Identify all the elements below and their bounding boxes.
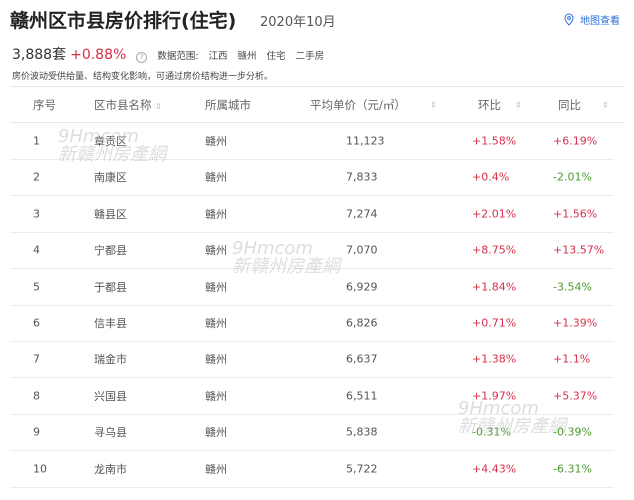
avg-price: 5,838 [346,425,378,439]
yoy-change: -0.39% [553,425,592,439]
city: 赣州 [205,353,227,367]
city: 赣州 [205,280,227,294]
avg-price: 6,826 [346,316,378,330]
city: 赣州 [205,462,227,476]
rank: 6 [33,316,40,330]
district-name[interactable]: 赣县区 [94,207,127,221]
mom-change: +2.01% [472,207,517,221]
rank: 5 [33,280,40,294]
city: 赣州 [205,426,227,440]
mom-change: +1.97% [472,389,517,403]
mom-change: +0.71% [472,316,517,330]
scope-city: 赣州 [237,51,257,62]
table-row[interactable]: 7 瑞金市 赣州 6,637 +1.38% +1.1% [10,341,614,379]
table-row[interactable]: 2 南康区 赣州 7,833 +0.4% -2.01% [10,159,614,197]
table-row[interactable]: 5 于都县 赣州 6,929 +1.84% -3.54% [10,269,614,306]
rank: 7 [33,352,40,366]
col-district-label: 区市县名称 [94,98,152,112]
table-row[interactable]: 8 兴国县 赣州 6,511 +1.97% +5.37% [10,378,614,415]
mom-change: +1.84% [472,280,517,294]
yoy-change: +13.57% [553,243,605,257]
city: 赣州 [205,244,227,258]
report-date: 2020年10月 [260,15,336,30]
yoy-change: -6.31% [553,462,592,476]
table-header: 序号 区市县名称 ⇕ 所属城市 平均单价（元/㎡） ⇕ 环比 ⇕ 同比 ⇕ [10,87,614,123]
district-name[interactable]: 南康区 [94,171,127,185]
avg-price: 7,070 [346,243,378,257]
col-price[interactable]: 平均单价（元/㎡） [310,98,406,112]
listing-count: 3,888套 [12,47,67,63]
mom-change: -0.31% [472,425,511,439]
rank: 1 [33,134,40,148]
table-row[interactable]: 6 信丰县 赣州 6,826 +0.71% +1.39% [10,305,614,342]
table-row[interactable]: 3 赣县区 赣州 7,274 +2.01% +1.56% [10,196,614,233]
yoy-change: +1.1% [553,352,591,366]
table-row[interactable]: 9 寻乌县 赣州 5,838 -0.31% -0.39% [10,414,614,452]
mom-change: +8.75% [472,243,517,257]
divider [10,122,624,123]
city: 赣州 [205,389,227,403]
help-icon[interactable]: ? [136,52,148,63]
sort-icon[interactable]: ⇕ [515,100,522,110]
district-name[interactable]: 信丰县 [94,317,127,330]
district-name[interactable]: 宁都县 [94,244,127,258]
rank: 8 [33,389,40,403]
overall-change: +0.88% [70,47,127,63]
avg-price: 5,722 [346,462,378,476]
col-rank: 序号 [33,98,56,112]
note-text: 房价波动受供给量、结构变化影响，可通过房价结构进一步分析。 [12,72,274,82]
yoy-change: +5.37% [553,389,598,403]
map-view-link[interactable]: 地图查看 [562,12,620,27]
divider [10,86,624,87]
scope-market: 二手房 [295,51,325,62]
avg-price: 7,833 [346,170,378,184]
sort-icon[interactable]: ⇕ [602,100,609,110]
avg-price: 6,929 [346,280,378,294]
mom-change: +0.4% [472,170,510,184]
scope-type: 住宅 [266,51,286,62]
scope-label: 数据范围: [157,51,199,62]
avg-price: 11,123 [346,134,385,148]
rank: 4 [33,243,40,257]
district-name[interactable]: 于都县 [94,280,127,294]
col-yoy[interactable]: 同比 [558,98,581,112]
sort-icon[interactable]: ⇕ [155,102,162,111]
yoy-change: +6.19% [553,134,598,148]
avg-price: 6,511 [346,389,378,403]
city: 赣州 [205,317,227,330]
mom-change: +1.58% [472,134,517,148]
district-name[interactable]: 瑞金市 [94,353,127,367]
district-name[interactable]: 龙南市 [94,462,127,476]
map-pin-icon [564,12,574,26]
avg-price: 7,274 [346,207,378,221]
city: 赣州 [205,171,227,185]
district-name[interactable]: 寻乌县 [94,426,127,440]
col-city: 所属城市 [205,98,251,112]
col-mom[interactable]: 环比 [478,98,501,112]
mom-change: +1.38% [472,352,517,366]
sort-icon[interactable]: ⇕ [430,100,437,110]
mom-change: +4.43% [472,462,517,476]
rank: 2 [33,170,40,184]
district-name[interactable]: 章贡区 [94,135,127,148]
avg-price: 6,637 [346,352,378,366]
rank: 3 [33,207,40,221]
table-row[interactable]: 10 龙南市 赣州 5,722 +4.43% -6.31% [10,451,614,488]
map-view-label: 地图查看 [580,16,620,27]
yoy-change: +1.39% [553,316,598,330]
yoy-change: -3.54% [553,280,592,294]
table-row[interactable]: 1 章贡区 赣州 11,123 +1.58% +6.19% [10,123,614,160]
table-row[interactable]: 4 宁都县 赣州 7,070 +8.75% +13.57% [10,232,614,270]
city: 赣州 [205,135,227,148]
yoy-change: -2.01% [553,170,592,184]
district-name[interactable]: 兴国县 [94,389,127,403]
col-district[interactable]: 区市县名称 ⇕ [94,97,162,113]
scope-province: 江西 [208,51,228,62]
rank: 10 [33,462,47,476]
page-title: 赣州区市县房价排行(住宅) [10,10,237,32]
yoy-change: +1.56% [553,207,598,221]
rank: 9 [33,425,40,439]
city: 赣州 [205,207,227,221]
